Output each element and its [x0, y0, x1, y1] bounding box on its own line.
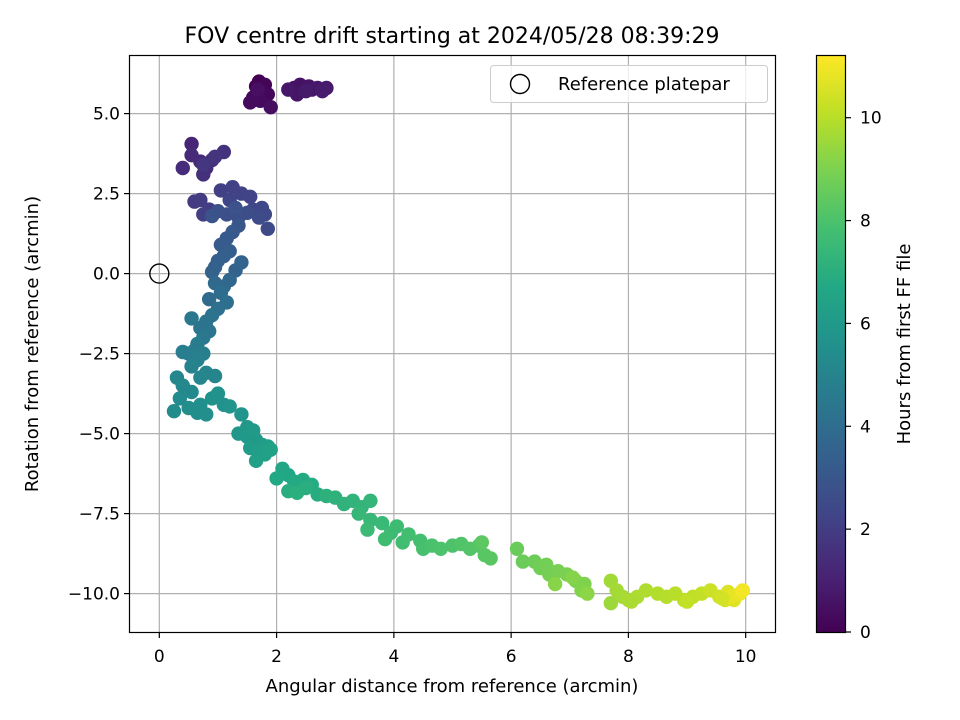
data-point: [175, 344, 190, 360]
data-point: [580, 586, 595, 601]
data-point: [184, 359, 199, 374]
plot-frame: [128, 54, 777, 634]
y-tick-label: 2.5: [93, 185, 120, 205]
data-point: [269, 471, 284, 486]
data-point: [360, 522, 375, 537]
legend-label: Reference platepar: [558, 74, 730, 95]
data-point: [193, 397, 208, 412]
colorbar-tick-label: 0: [860, 623, 871, 643]
x-tick-label: 2: [271, 647, 282, 667]
colorbar-tick-label: 6: [860, 314, 871, 334]
legend-box: [490, 65, 768, 103]
y-tick-label: 0.0: [93, 265, 120, 285]
colorbar: 0 2 4 6 8 10 Hours from first FF file: [815, 54, 915, 643]
data-point: [207, 368, 223, 384]
reference-marker: [149, 263, 170, 284]
data-point: [298, 84, 314, 99]
data-point: [377, 532, 393, 547]
colorbar-label: Hours from first FF file: [894, 244, 915, 445]
data-point: [315, 84, 330, 99]
x-axis-ticks: 0 2 4 6 8 10: [154, 632, 757, 667]
data-point: [715, 591, 730, 606]
data-point: [234, 255, 249, 270]
y-tick-label: 5.0: [93, 105, 120, 125]
data-point: [363, 493, 378, 508]
data-point: [638, 583, 654, 598]
data-point: [483, 551, 498, 566]
colorbar-tick-label: 10: [860, 109, 882, 129]
colorbar-gradient: [817, 56, 845, 632]
data-point: [250, 82, 266, 97]
y-tick-label: −5.0: [79, 425, 120, 445]
data-point: [679, 594, 695, 609]
data-point: [374, 516, 390, 531]
data-point: [351, 506, 366, 521]
data-point: [234, 407, 249, 422]
data-points: [166, 74, 750, 611]
data-point: [389, 519, 404, 534]
data-point: [547, 576, 563, 592]
data-point: [210, 386, 226, 401]
data-point: [175, 160, 190, 176]
data-point: [245, 423, 261, 438]
data-point: [207, 149, 223, 164]
data-point: [196, 157, 211, 172]
legend-marker-open-circle: [509, 73, 531, 95]
data-point: [263, 100, 278, 115]
data-point: [281, 82, 296, 97]
data-point: [184, 136, 199, 152]
colorbar-tick-label: 8: [860, 212, 871, 232]
colorbar-tick-label: 2: [860, 520, 871, 540]
reference-platepar-marker: [149, 263, 170, 284]
colorbar-ticks: 0 2 4 6 8 10: [845, 109, 882, 643]
x-tick-label: 8: [623, 647, 634, 667]
y-axis-label: Rotation from reference (arcmin): [22, 196, 43, 492]
data-point: [193, 370, 208, 385]
data-point: [222, 399, 237, 414]
data-point: [263, 442, 278, 457]
data-point: [603, 596, 619, 611]
x-tick-label: 4: [388, 647, 399, 667]
y-axis-ticks: −10.0 −7.5 −5.0 −2.5 0.0 2.5 5.0: [68, 105, 130, 605]
legend: Reference platepar: [490, 65, 768, 103]
data-point: [243, 189, 258, 204]
data-point: [260, 221, 275, 236]
x-tick-label: 10: [735, 647, 757, 667]
data-point: [184, 311, 199, 326]
data-point: [213, 183, 229, 198]
data-point: [184, 384, 199, 400]
colorbar-frame: [815, 54, 847, 634]
data-point: [201, 292, 217, 307]
y-tick-label: −10.0: [68, 585, 120, 605]
data-point: [193, 192, 208, 208]
x-axis-label: Angular distance from reference (arcmin): [266, 676, 639, 697]
data-point: [735, 583, 750, 598]
data-point: [565, 570, 580, 585]
data-point: [515, 554, 531, 569]
data-point: [248, 453, 264, 468]
data-point: [243, 95, 258, 110]
data-point: [509, 541, 525, 556]
y-tick-label: −2.5: [79, 345, 120, 365]
data-point: [289, 485, 305, 500]
data-point: [401, 527, 416, 542]
data-point: [204, 208, 220, 224]
colorbar-tick-label: 4: [860, 417, 871, 437]
data-point: [474, 535, 490, 550]
data-point: [433, 541, 448, 556]
y-tick-label: −7.5: [79, 505, 120, 525]
data-point: [251, 210, 267, 225]
data-point: [204, 264, 220, 280]
data-point: [228, 200, 243, 216]
x-tick-label: 6: [506, 647, 517, 667]
data-point: [184, 148, 199, 163]
data-point: [172, 391, 188, 406]
chart-title: FOV centre drift starting at 2024/05/28 …: [185, 24, 720, 49]
data-point: [166, 404, 182, 419]
x-tick-label: 0: [154, 647, 165, 667]
data-point: [624, 594, 639, 609]
